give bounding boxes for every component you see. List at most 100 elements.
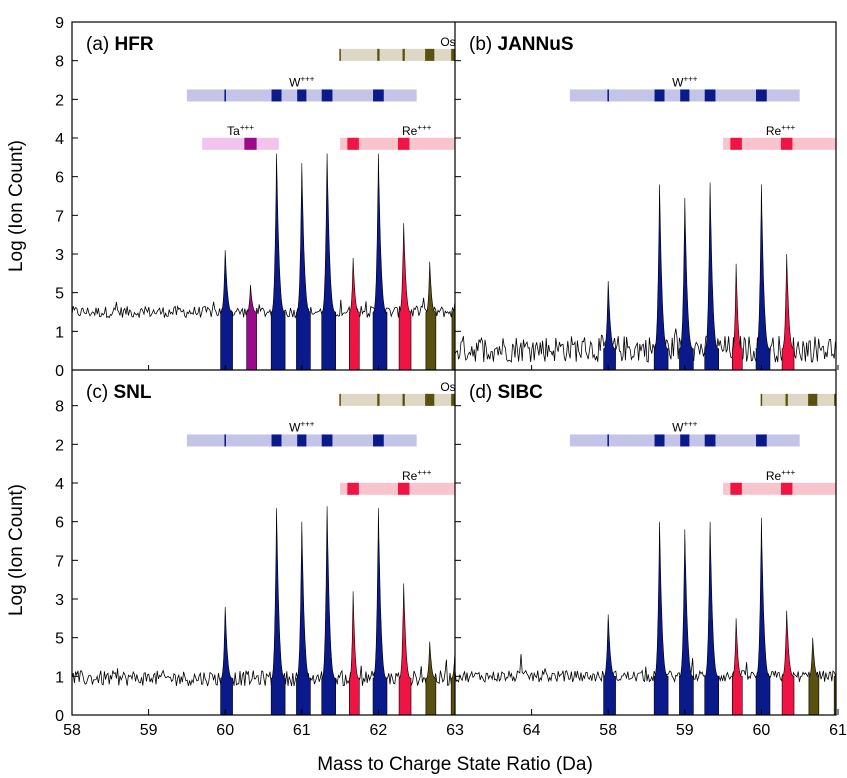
isotope-mark [704,434,716,447]
y-tick-label: 5 [55,631,64,648]
isotope-mark [224,434,226,447]
noise-trace [72,296,455,319]
panel-d: Os+++ W+++ Re+++ (d) SIBC [455,382,836,715]
isotope-mark [321,434,333,447]
peak-bar [704,182,720,370]
peak-bar [270,153,286,370]
isotope-mark [377,393,380,406]
panel-content-c: Os+++ W+++ Re+++ [72,379,538,715]
peak-bar [246,284,257,370]
y-tick-label: 1 [55,324,64,341]
isotope-label: Re+++ [766,123,796,138]
peak-bar [528,634,538,715]
isotope-mark [425,48,435,61]
peak-bar [731,618,743,715]
isotope-mark [402,48,405,61]
y-tick-label: 6 [55,170,64,187]
isotope-bar-os: Os+++ [760,393,836,406]
y-tick-label: 9 [55,15,64,32]
peak-bar [220,250,233,370]
peak-bar [450,649,455,715]
isotope-mark [271,89,282,102]
x-tick-label: 61 [293,722,311,739]
axis-ticks: 5859606162636458596061626364650153764289… [55,15,847,739]
y-tick-label: 0 [55,708,64,725]
isotope-label: W+++ [672,419,698,434]
x-tick-label: 60 [216,722,234,739]
peak-bar [603,614,616,715]
isotope-bar-background [340,137,455,150]
isotope-mark [321,89,333,102]
isotope-label: Os+++ [440,379,470,394]
peak-bar [398,223,412,370]
peak-bar [755,184,771,370]
y-tick-label: 7 [55,553,64,570]
isotope-bar-re: Re+++ [340,468,455,495]
peak-bar [781,253,795,370]
noise-trace [455,654,836,684]
isotope-bar-os: Os+++ [339,34,470,61]
x-axis-title: Mass to Charge State Ratio (Da) [317,754,593,775]
x-tick-label: 59 [140,722,158,739]
isotope-bar-background [723,482,836,495]
isotope-label: W+++ [289,419,315,434]
x-tick-label: 60 [753,722,771,739]
isotope-mark [780,137,793,150]
isotope-mark [377,48,380,61]
peak-bar [348,257,360,370]
y-tick-label: 8 [55,399,64,416]
peak-bar [731,263,743,370]
isotope-mark [680,89,690,102]
isotope-mark [347,137,359,150]
isotope-bar-background [761,393,836,406]
y-tick-label: 2 [55,437,64,454]
peak-bar [653,184,669,370]
y-tick-label: 7 [55,208,64,225]
isotope-label: Os+++ [440,34,470,49]
isotope-bar-background [340,482,455,495]
panel-label-d: (d) SIBC [469,382,543,403]
isotope-bar-w: W+++ [186,419,417,447]
isotope-mark [224,89,226,102]
x-tick-label: 58 [63,722,81,739]
panel-c: Os+++ W+++ Re+++ (c) SNL [72,379,538,715]
y-tick-label: 4 [55,131,64,148]
peak-bar [296,163,311,370]
isotope-mark [271,434,282,447]
peak-bar [372,508,388,715]
peak-bar [653,521,669,715]
y-axis-title-top: Log (Ion Count) [6,140,27,272]
panel-label-c: (c) SNL [86,382,152,403]
peak-bar [781,610,795,715]
isotope-mark [654,434,665,447]
isotope-mark [730,482,742,495]
isotope-mark [347,482,359,495]
panels: Os+++ W+++ Ta+++ Re+++ (a) HFR W+++ Re+++ (b) J… [72,34,836,715]
isotope-mark [339,393,341,406]
isotope-label: W+++ [289,74,315,89]
isotope-mark [760,393,763,406]
isotope-mark [785,393,788,406]
isotope-mark [756,434,767,447]
panel-content-b: W+++ Re+++ [455,74,836,370]
x-tick-label: 62 [370,722,388,739]
peak-bar [425,261,437,370]
isotope-bar-re: Re+++ [723,468,836,495]
peak-bar [296,521,311,715]
isotope-bar-background [723,137,836,150]
panel-a: Os+++ W+++ Ta+++ Re+++ (a) HFR [72,34,470,370]
isotope-bar-w: W+++ [186,74,417,102]
x-tick-label: 64 [523,722,541,739]
isotope-mark [373,434,384,447]
peak-bar [398,583,412,715]
isotope-bar-ta: Ta+++ [202,123,279,150]
isotope-mark [654,89,665,102]
peak-bar [808,637,820,715]
isotope-mark [451,48,455,61]
isotope-bar-background [202,137,279,150]
isotope-mark [730,137,742,150]
panel-content-d: Os+++ W+++ Re+++ [455,393,836,715]
peak-bar [451,300,455,370]
x-tick-label: 58 [599,722,617,739]
